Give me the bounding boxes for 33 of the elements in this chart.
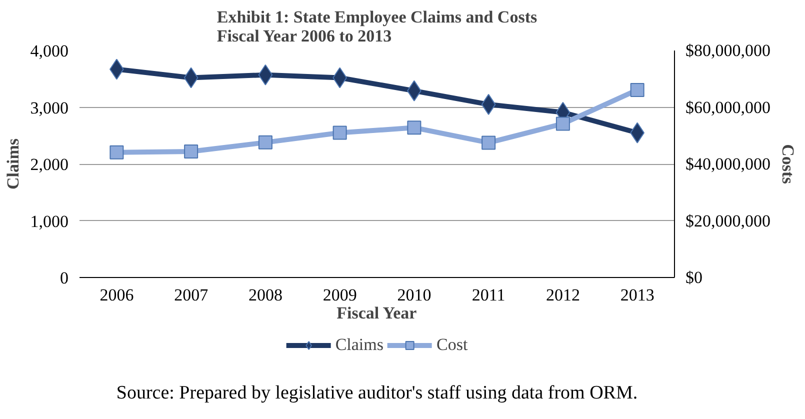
y2-tick-label: $20,000,000 — [686, 211, 770, 230]
point — [258, 135, 272, 150]
point — [184, 144, 198, 159]
y-tick-label: 3,000 — [30, 98, 68, 118]
y-tick-label: 4,000 — [30, 42, 68, 60]
x-tick-label: 2013 — [620, 286, 654, 304]
x-tick-label: 2010 — [397, 286, 432, 304]
source-note: Source: Prepared by legislative auditor's staff using data from ORM. — [116, 382, 638, 404]
legend-label: Claims — [335, 335, 384, 355]
y2-tick-label: $40,000,000 — [686, 154, 770, 174]
legend-label: Cost — [436, 335, 468, 355]
point — [482, 136, 496, 150]
x-tick-label: 2006 — [100, 286, 134, 304]
y-tick-label: 1,000 — [30, 212, 68, 231]
point — [630, 82, 644, 97]
x-tick-label: 2008 — [248, 286, 282, 304]
point — [110, 145, 124, 160]
x-axis-title: Fiscal Year — [336, 304, 418, 322]
y2-tick-label: $80,000,000 — [686, 41, 770, 60]
y2-axis-title: Costs — [778, 144, 798, 184]
chart-title: Exhibit 1: State Employee Claims and Costs Fiscal Year 2006 to 2013 — [216, 8, 538, 46]
x-tick-label: 2007 — [174, 286, 209, 304]
point — [332, 126, 347, 140]
x-tick-label: 2011 — [472, 286, 506, 304]
y-tick-label: 0 — [60, 268, 68, 288]
point — [556, 116, 570, 131]
x-tick-label: 2009 — [322, 286, 357, 304]
y-axis-title: Claims — [3, 138, 22, 190]
y-tick-label: 2,000 — [30, 155, 68, 174]
x-tick-label: 2012 — [546, 286, 580, 304]
point — [407, 120, 422, 135]
y2-tick-label: $0 — [686, 268, 702, 287]
y2-tick-label: $60,000,000 — [686, 98, 770, 117]
